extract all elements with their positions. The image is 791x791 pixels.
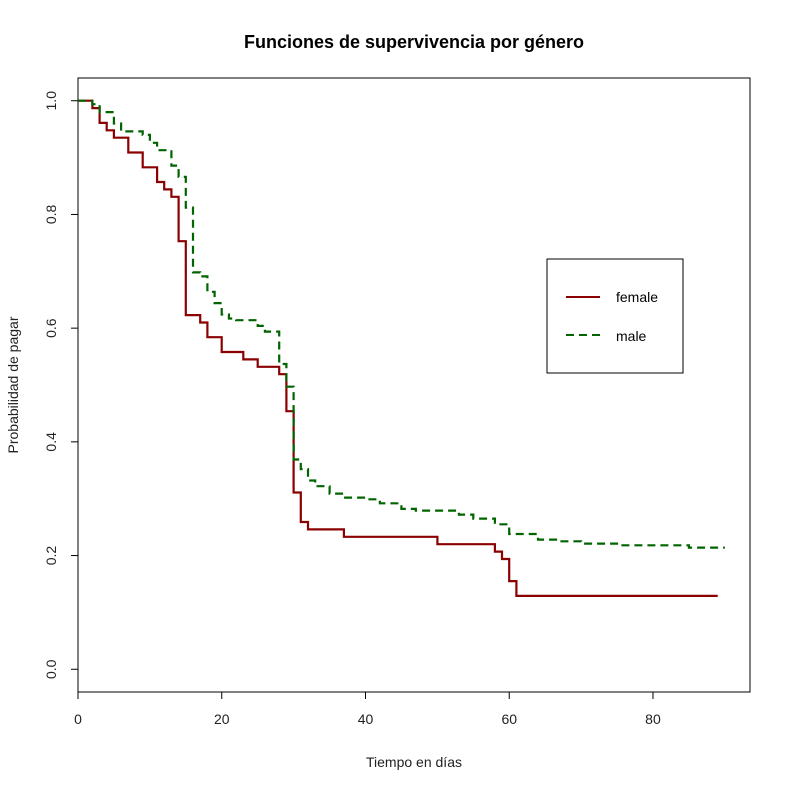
series-layer [78, 99, 725, 597]
y-tick-label: 0.4 [43, 432, 59, 452]
y-axis-label: Probabilidad de pagar [5, 316, 21, 453]
x-tick-label: 20 [214, 711, 230, 727]
y-tick-label: 0.6 [43, 318, 59, 338]
legend-label-male: male [616, 328, 647, 344]
plot-frame [77, 77, 751, 693]
y-tick-label: 0.0 [43, 659, 59, 679]
legend: female male [546, 258, 684, 374]
y-tick-label: 0.8 [43, 205, 59, 225]
x-tick-label: 0 [74, 711, 82, 727]
series-male-line [78, 99, 725, 549]
x-axis-label: Tiempo en días [366, 754, 462, 770]
chart-title: Funciones de supervivencia por género [244, 32, 584, 52]
y-tick-label: 1.0 [43, 91, 59, 111]
x-tick-label: 40 [358, 711, 374, 727]
x-axis: 0 20 40 60 80 [74, 692, 661, 727]
x-tick-label: 60 [501, 711, 517, 727]
y-axis: 0.0 0.2 0.4 0.6 0.8 1.0 [43, 91, 78, 679]
x-tick-label: 80 [645, 711, 661, 727]
legend-label-female: female [616, 289, 658, 305]
y-tick-label: 0.2 [43, 546, 59, 566]
legend-box [546, 258, 684, 374]
series-female-line [78, 99, 718, 597]
